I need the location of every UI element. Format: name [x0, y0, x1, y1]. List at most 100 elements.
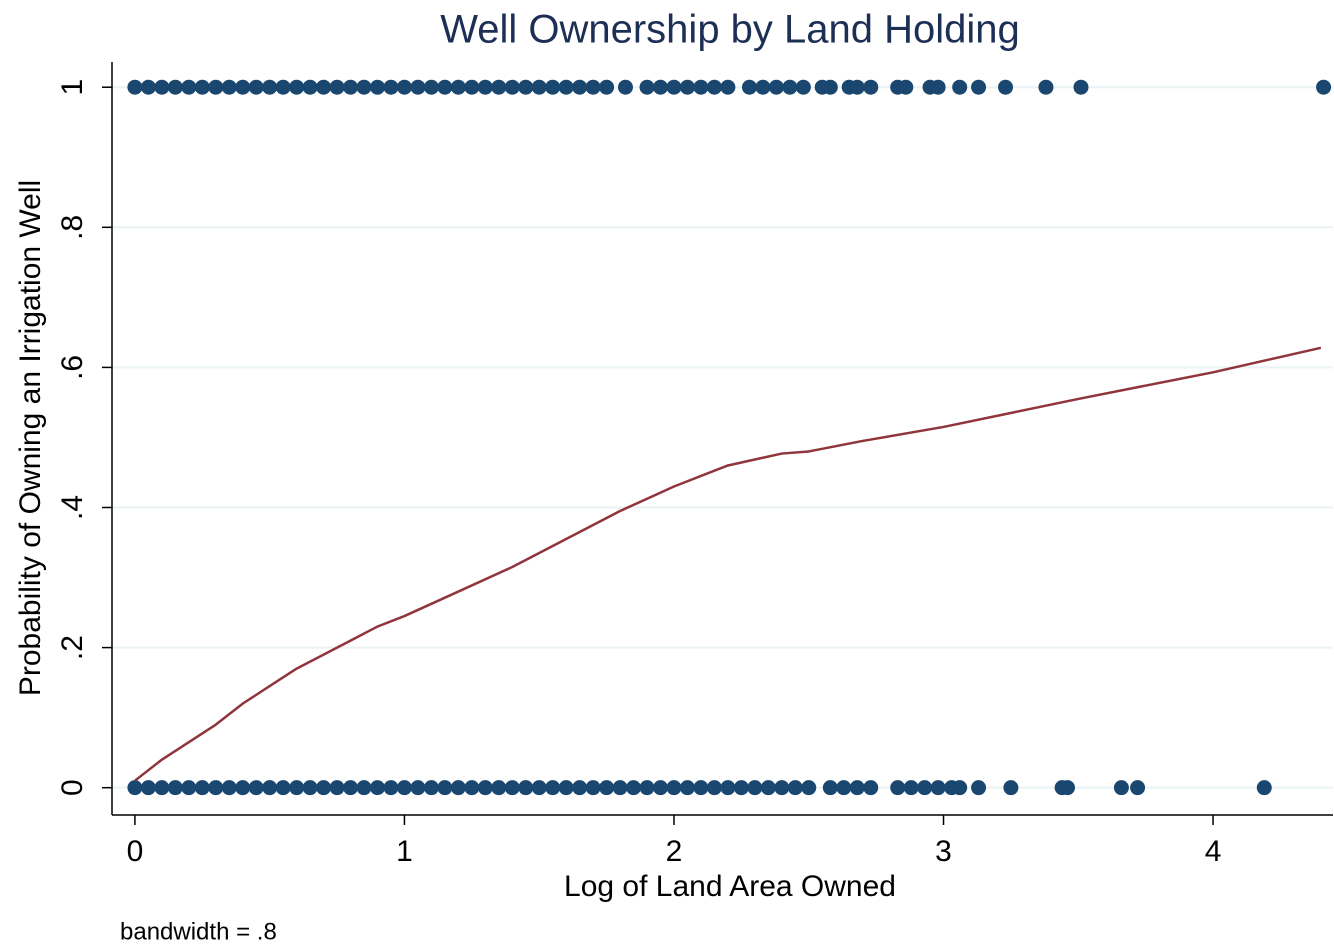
- x-tick-label: 3: [935, 835, 952, 868]
- point: [863, 780, 879, 796]
- y-tick-label: .8: [56, 215, 89, 240]
- point: [1003, 780, 1019, 796]
- point: [531, 79, 547, 95]
- point: [316, 79, 332, 95]
- point: [952, 79, 968, 95]
- point: [849, 79, 865, 95]
- point: [747, 780, 763, 796]
- point: [316, 780, 332, 796]
- point: [612, 780, 628, 796]
- point: [863, 79, 879, 95]
- point: [1060, 780, 1076, 796]
- point: [356, 79, 372, 95]
- point: [302, 79, 318, 95]
- point: [639, 79, 655, 95]
- x-axis-label: Log of Land Area Owned: [564, 870, 896, 903]
- point: [1316, 79, 1332, 95]
- point: [437, 79, 453, 95]
- point: [181, 780, 197, 796]
- y-axis-label: Probability of Owning an Irrigation Well: [14, 180, 47, 696]
- point: [599, 79, 615, 95]
- point: [733, 780, 749, 796]
- point: [741, 79, 757, 95]
- point: [693, 780, 709, 796]
- point: [693, 79, 709, 95]
- point: [329, 780, 345, 796]
- point: [849, 780, 865, 796]
- point: [653, 780, 669, 796]
- point: [706, 79, 722, 95]
- point: [1038, 79, 1054, 95]
- y-tick-label: .4: [56, 495, 89, 520]
- point: [801, 780, 817, 796]
- point: [679, 79, 695, 95]
- point: [930, 79, 946, 95]
- point: [504, 780, 520, 796]
- point: [822, 780, 838, 796]
- point: [585, 780, 601, 796]
- point: [262, 79, 278, 95]
- point: [822, 79, 838, 95]
- chart-title: Well Ownership by Land Holding: [440, 8, 1020, 52]
- point: [140, 780, 156, 796]
- point: [194, 780, 210, 796]
- point: [1256, 780, 1272, 796]
- point: [558, 79, 574, 95]
- point: [167, 780, 183, 796]
- point: [1130, 780, 1146, 796]
- point: [262, 780, 278, 796]
- point: [167, 79, 183, 95]
- point: [666, 79, 682, 95]
- point: [235, 780, 251, 796]
- point: [396, 780, 412, 796]
- point: [998, 79, 1014, 95]
- point: [383, 79, 399, 95]
- point: [572, 79, 588, 95]
- point: [890, 780, 906, 796]
- point: [491, 79, 507, 95]
- lowess-line: [134, 346, 1322, 782]
- note: bandwidth = .8: [120, 918, 277, 945]
- point: [930, 780, 946, 796]
- point: [795, 79, 811, 95]
- point: [917, 780, 933, 796]
- point: [836, 780, 852, 796]
- point: [599, 780, 615, 796]
- point: [302, 780, 318, 796]
- point: [437, 780, 453, 796]
- point: [787, 780, 803, 796]
- point: [760, 780, 776, 796]
- point: [617, 79, 633, 95]
- y-tick-label: .2: [56, 635, 89, 660]
- point: [545, 780, 561, 796]
- point: [383, 780, 399, 796]
- point: [423, 79, 439, 95]
- point: [971, 79, 987, 95]
- point: [491, 780, 507, 796]
- point: [396, 79, 412, 95]
- point: [666, 780, 682, 796]
- point: [518, 79, 534, 95]
- point: [504, 79, 520, 95]
- point: [127, 79, 143, 95]
- point: [450, 79, 466, 95]
- point: [755, 79, 771, 95]
- point: [585, 79, 601, 95]
- point: [706, 780, 722, 796]
- point: [1073, 79, 1089, 95]
- y-tick-label: 1: [56, 79, 89, 96]
- point: [545, 79, 561, 95]
- point: [626, 780, 642, 796]
- point: [477, 780, 493, 796]
- point: [208, 79, 224, 95]
- point: [774, 780, 790, 796]
- point: [343, 780, 359, 796]
- point: [289, 79, 305, 95]
- point: [531, 780, 547, 796]
- point: [221, 79, 237, 95]
- y-tick-label: 0: [56, 779, 89, 796]
- point: [248, 780, 264, 796]
- point: [1113, 780, 1129, 796]
